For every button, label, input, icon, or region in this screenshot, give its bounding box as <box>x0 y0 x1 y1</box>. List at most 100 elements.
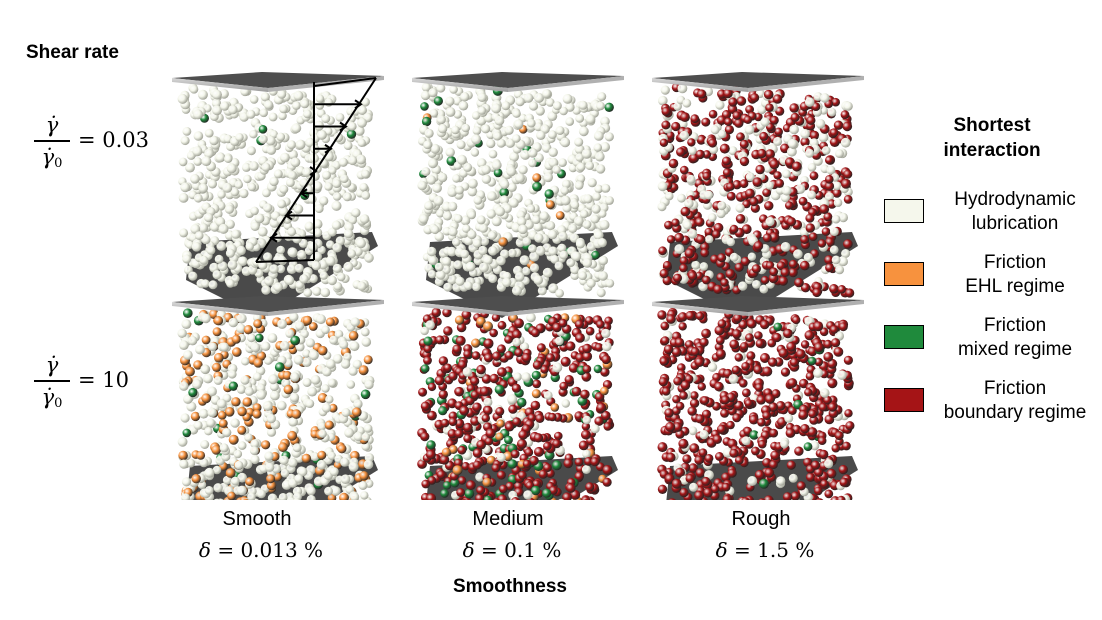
particle <box>585 326 595 336</box>
particle <box>328 166 337 175</box>
particle <box>286 178 295 188</box>
particle <box>278 442 288 453</box>
particle <box>566 258 576 267</box>
top-plate <box>172 296 384 312</box>
particle <box>308 322 318 331</box>
particle <box>762 411 772 420</box>
particle <box>452 344 462 354</box>
particle <box>332 179 342 189</box>
particle <box>515 173 525 184</box>
particle <box>185 366 195 377</box>
particle <box>287 227 297 237</box>
particle <box>688 463 698 473</box>
particle <box>835 265 845 275</box>
particle <box>350 492 360 500</box>
particle <box>180 182 191 193</box>
particle <box>224 407 235 417</box>
particle <box>290 157 301 168</box>
particle <box>420 364 430 373</box>
particle <box>329 467 339 477</box>
particle <box>228 105 238 115</box>
particle <box>532 181 542 192</box>
particle <box>843 169 853 179</box>
particle <box>574 181 584 190</box>
particle <box>337 444 347 454</box>
particle <box>677 83 688 94</box>
particle <box>795 184 806 194</box>
particle <box>213 376 223 385</box>
particle <box>765 181 774 190</box>
particle <box>295 139 306 150</box>
particle <box>201 393 212 404</box>
particle <box>343 352 352 361</box>
particle <box>782 123 792 133</box>
particle <box>580 389 590 400</box>
particle <box>574 144 585 155</box>
particle <box>568 223 578 233</box>
particle <box>773 136 783 146</box>
particle <box>434 375 445 386</box>
particle <box>773 322 783 332</box>
particle <box>743 115 753 125</box>
particle <box>470 376 480 386</box>
particle <box>836 495 846 500</box>
particle <box>824 489 834 499</box>
particle <box>680 380 691 391</box>
particle <box>361 191 371 200</box>
particle <box>331 200 342 211</box>
arrow-head <box>324 143 333 154</box>
particle <box>425 320 435 330</box>
particle <box>517 397 527 408</box>
particle <box>186 458 196 468</box>
particle <box>299 274 309 284</box>
particle <box>594 184 603 194</box>
particle <box>434 231 445 242</box>
particle <box>198 183 208 193</box>
particle <box>279 455 289 465</box>
particle <box>455 185 464 195</box>
particle <box>446 156 457 166</box>
particle <box>502 204 512 214</box>
particle <box>714 381 724 392</box>
particle <box>207 407 217 418</box>
particle <box>717 129 727 139</box>
particle <box>460 249 469 259</box>
particle <box>512 329 522 340</box>
particle <box>762 188 772 198</box>
gamma-dot-zero: γ̇0 <box>41 144 63 171</box>
particle <box>511 285 522 296</box>
particle-cube <box>412 296 624 500</box>
particle <box>738 281 748 291</box>
particle <box>491 160 502 171</box>
particle <box>438 389 448 400</box>
particle <box>563 458 574 469</box>
particle <box>824 181 835 191</box>
particle <box>808 409 817 419</box>
particle <box>773 171 782 180</box>
particle <box>476 316 486 327</box>
particle <box>324 182 333 191</box>
particle <box>460 92 470 102</box>
particle <box>442 481 452 490</box>
particle <box>420 90 431 101</box>
particle <box>426 440 436 450</box>
particle <box>461 462 470 471</box>
particle <box>605 279 615 288</box>
particle <box>552 101 562 111</box>
particle <box>595 151 605 162</box>
particle <box>595 164 606 174</box>
particle <box>843 239 853 249</box>
particle <box>684 198 694 209</box>
particle <box>426 175 436 185</box>
particle <box>454 386 465 397</box>
particle <box>562 492 572 500</box>
particle <box>241 357 250 366</box>
particle <box>796 481 806 491</box>
particle <box>261 162 271 172</box>
particle <box>293 355 304 365</box>
particle <box>571 251 582 262</box>
particle <box>658 95 668 106</box>
particle <box>741 362 750 371</box>
particle <box>782 169 791 179</box>
particle <box>544 189 554 199</box>
